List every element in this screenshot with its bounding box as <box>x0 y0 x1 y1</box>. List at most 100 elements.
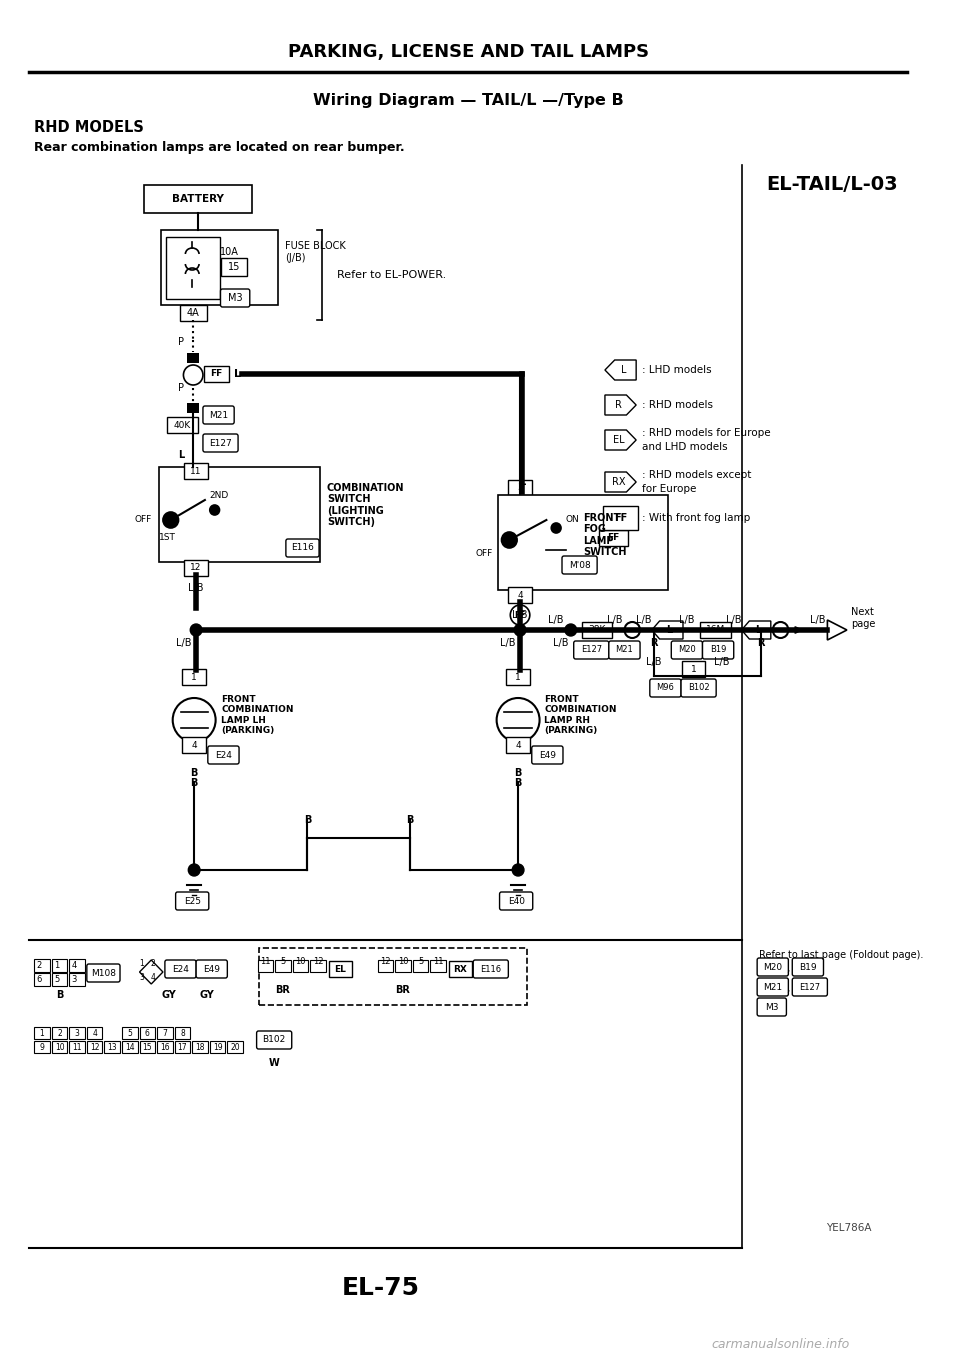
Polygon shape <box>139 960 163 985</box>
Circle shape <box>564 623 577 636</box>
Text: L/B: L/B <box>679 615 695 625</box>
Text: M108: M108 <box>91 968 116 978</box>
Bar <box>166 238 220 299</box>
Circle shape <box>773 622 788 638</box>
Text: 5: 5 <box>128 1028 132 1038</box>
Bar <box>175 1042 190 1052</box>
Bar <box>159 467 320 562</box>
Polygon shape <box>605 360 636 380</box>
Text: 17: 17 <box>178 1043 187 1051</box>
Text: 12: 12 <box>313 957 324 967</box>
Polygon shape <box>605 395 636 416</box>
Text: FF: FF <box>608 534 620 542</box>
Text: B102: B102 <box>262 1036 286 1044</box>
Bar <box>276 960 291 972</box>
Text: E25: E25 <box>183 896 201 906</box>
Text: 10: 10 <box>55 1043 64 1051</box>
Text: 5: 5 <box>418 957 423 967</box>
Bar <box>105 1042 120 1052</box>
Text: 1: 1 <box>516 672 521 682</box>
Text: BR: BR <box>276 985 290 995</box>
Text: B: B <box>190 769 198 778</box>
FancyBboxPatch shape <box>599 530 629 546</box>
Circle shape <box>513 864 524 876</box>
FancyBboxPatch shape <box>757 998 786 1016</box>
Text: 6: 6 <box>145 1028 150 1038</box>
Text: 13: 13 <box>108 1043 117 1051</box>
Circle shape <box>210 505 220 515</box>
Text: R: R <box>650 638 658 648</box>
Text: L: L <box>666 625 672 636</box>
Text: M'08: M'08 <box>568 561 590 569</box>
Text: 19: 19 <box>213 1043 223 1051</box>
Text: Rear combination lamps are located on rear bumper.: Rear combination lamps are located on re… <box>35 141 405 155</box>
Text: BATTERY: BATTERY <box>172 194 224 204</box>
Text: 1ST: 1ST <box>159 532 176 542</box>
Circle shape <box>551 523 561 532</box>
Bar <box>228 1042 243 1052</box>
Text: 5: 5 <box>54 975 60 983</box>
Text: 11: 11 <box>260 957 271 967</box>
Text: 4: 4 <box>92 1028 97 1038</box>
FancyBboxPatch shape <box>86 964 120 982</box>
Text: B: B <box>190 778 198 788</box>
Bar <box>122 1042 137 1052</box>
Bar <box>413 960 428 972</box>
Bar <box>157 1027 173 1039</box>
Text: ,: , <box>786 964 790 974</box>
Text: R: R <box>615 401 622 410</box>
FancyBboxPatch shape <box>222 258 247 276</box>
Text: 38K: 38K <box>588 626 606 634</box>
Text: E24: E24 <box>172 964 189 974</box>
Text: L: L <box>518 477 525 488</box>
FancyBboxPatch shape <box>509 587 532 603</box>
FancyBboxPatch shape <box>671 641 703 659</box>
Text: 15: 15 <box>142 1043 152 1051</box>
Text: M21: M21 <box>615 645 634 655</box>
Text: RX: RX <box>453 964 468 974</box>
Text: 3: 3 <box>75 1028 80 1038</box>
Text: 11: 11 <box>190 467 202 475</box>
FancyBboxPatch shape <box>703 641 733 659</box>
FancyBboxPatch shape <box>562 555 597 574</box>
Text: 5: 5 <box>280 957 285 967</box>
Text: B19: B19 <box>710 645 727 655</box>
FancyBboxPatch shape <box>583 622 612 638</box>
Text: 3: 3 <box>517 483 523 493</box>
Text: Next
page: Next page <box>851 607 876 629</box>
Circle shape <box>496 698 540 741</box>
FancyBboxPatch shape <box>207 746 239 765</box>
Text: : RHD models for Europe
and LHD models: : RHD models for Europe and LHD models <box>642 428 771 452</box>
Text: 4: 4 <box>151 972 156 982</box>
Polygon shape <box>828 621 847 640</box>
Bar <box>86 1042 103 1052</box>
FancyBboxPatch shape <box>449 961 472 976</box>
FancyBboxPatch shape <box>499 892 533 910</box>
Text: 10A: 10A <box>220 247 238 257</box>
Text: 40K: 40K <box>174 421 191 429</box>
Text: B102: B102 <box>687 683 709 693</box>
Text: carmanualsonline.info: carmanualsonline.info <box>711 1339 850 1351</box>
Bar <box>396 960 411 972</box>
FancyBboxPatch shape <box>509 479 532 496</box>
Text: EL: EL <box>335 964 347 974</box>
FancyBboxPatch shape <box>506 737 530 752</box>
Text: 12: 12 <box>90 1043 100 1051</box>
Text: FF: FF <box>614 513 627 523</box>
Text: COMBINATION
SWITCH
(LIGHTING
SWITCH): COMBINATION SWITCH (LIGHTING SWITCH) <box>326 482 404 527</box>
Text: : LHD models: : LHD models <box>642 365 711 375</box>
Text: 2: 2 <box>151 959 156 967</box>
Text: L: L <box>755 625 761 636</box>
Text: EL-75: EL-75 <box>342 1277 420 1300</box>
FancyBboxPatch shape <box>184 463 207 479</box>
FancyBboxPatch shape <box>650 679 681 697</box>
Bar <box>122 1027 137 1039</box>
Text: : With front fog lamp: : With front fog lamp <box>642 513 751 523</box>
Bar <box>35 972 50 986</box>
Text: L/B: L/B <box>188 583 204 593</box>
Bar <box>69 1027 84 1039</box>
Text: E116: E116 <box>291 543 314 553</box>
Text: 1: 1 <box>54 960 60 970</box>
FancyBboxPatch shape <box>221 289 250 307</box>
Text: M3: M3 <box>228 293 243 303</box>
